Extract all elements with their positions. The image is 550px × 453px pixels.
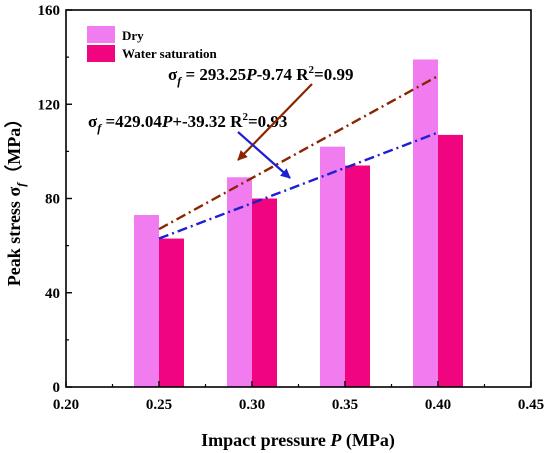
x-axis-title: Impact pressure P (MPa): [201, 430, 395, 451]
bars-layer: [134, 59, 463, 387]
y-axis-title: Peak stress σf（MPa）: [4, 110, 28, 286]
y-tick-label: 120: [38, 97, 61, 113]
x-tick-label: 0.40: [425, 397, 451, 413]
fit-label-water: σf =429.04P+-39.32 R2=0.93: [88, 111, 287, 135]
x-tick-label: 0.45: [518, 397, 544, 413]
legend-label-water: Water saturation: [122, 46, 217, 61]
axis-ticks: 0.20 0.25 0.30 0.35 0.40 0.45 0 40 80 120 160: [38, 3, 545, 413]
legend-label-dry: Dry: [122, 28, 144, 43]
legend-swatch-dry: [87, 26, 115, 43]
legend: Dry Water saturation: [87, 26, 217, 62]
fit-line-dry: [158, 74, 439, 231]
y-tick-label: 40: [45, 286, 60, 302]
fit-arrow-dry: [237, 83, 313, 161]
bar-water-0.35: [345, 165, 370, 387]
fit-label-dry: σf = 293.25P-9.74 R2=0.99: [168, 64, 353, 88]
legend-swatch-water: [87, 45, 115, 62]
x-tick-label: 0.35: [332, 397, 358, 413]
x-tick-label: 0.20: [53, 397, 79, 413]
fit-line-water: [158, 131, 439, 240]
y-tick-label: 0: [53, 380, 61, 396]
x-tick-label: 0.30: [239, 397, 265, 413]
fit-arrow-water: [237, 131, 291, 179]
bar-dry-0.35: [320, 146, 345, 387]
bar-dry-0.30: [227, 177, 252, 387]
bar-dry-0.25: [134, 214, 159, 387]
bar-water-0.30: [252, 198, 277, 387]
y-tick-label: 80: [45, 192, 60, 208]
y-tick-label: 160: [38, 3, 61, 19]
fit-lines-layer: [158, 74, 439, 240]
bar-dry-0.40: [413, 59, 438, 387]
bar-water-0.25: [159, 238, 184, 387]
bar-water-0.40: [438, 134, 463, 387]
x-tick-label: 0.25: [146, 397, 172, 413]
